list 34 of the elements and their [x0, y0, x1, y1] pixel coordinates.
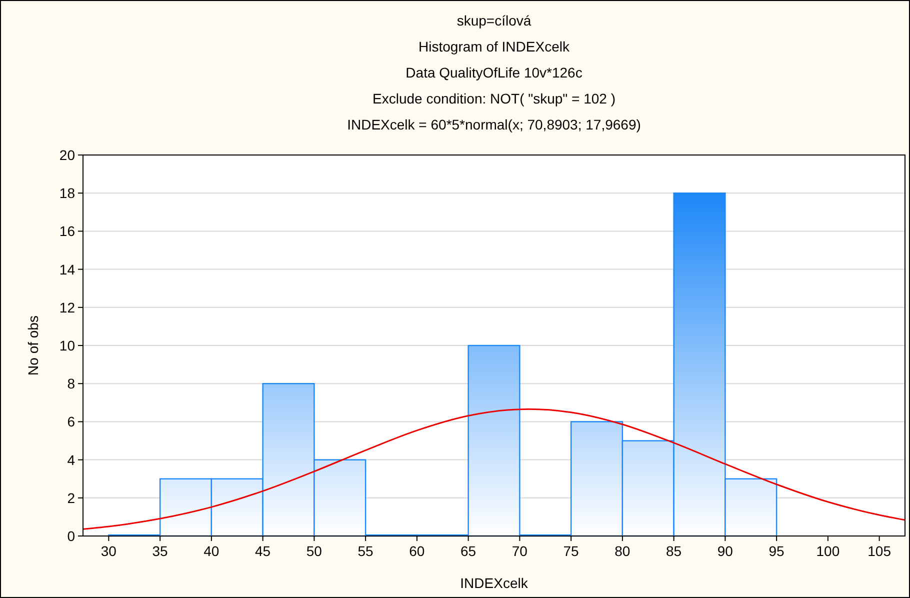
x-tick-label: 30 [100, 543, 117, 559]
y-tick-label: 20 [59, 147, 76, 163]
x-axis-title: INDEXcelk [460, 575, 529, 591]
text: Exclude condition: NOT( "skup" = 102 ) [372, 90, 616, 106]
x-tick-label: 105 [868, 543, 892, 559]
y-tick-label: 10 [59, 338, 76, 354]
x-tick-label: 100 [816, 543, 840, 559]
x-tick-label: 90 [717, 543, 734, 559]
x-tick-label: 35 [152, 543, 168, 559]
x-tick-label: 55 [358, 543, 374, 559]
y-tick-label: 2 [67, 490, 76, 506]
x-tick-label: 75 [563, 543, 580, 559]
text: Data QualityOfLife 10v*126c [406, 64, 582, 80]
x-tick-label: 85 [666, 543, 682, 559]
chart-subtitle: Histogram of INDEXcelk [418, 38, 570, 54]
chart-title: skup=cílová [456, 12, 532, 28]
y-tick-label: 18 [59, 185, 76, 202]
y-tick-label: 16 [59, 223, 76, 240]
x-tick-label: 95 [768, 543, 785, 559]
y-tick-label: 0 [67, 528, 76, 544]
x-tick-label: 40 [204, 543, 220, 559]
y-axis-title: No of obs [25, 316, 41, 376]
y-tick-label: 8 [67, 376, 76, 392]
y-tick-label: 12 [59, 299, 76, 316]
x-tick-label: 60 [409, 543, 425, 559]
x-tick-label: 45 [255, 543, 271, 559]
x-tick-label: 65 [460, 543, 476, 559]
y-tick-label: 14 [59, 261, 76, 278]
text: INDEXcelk = 60*5*normal(x; 70,8903; 17,9669) [347, 116, 641, 132]
x-tick-label: 80 [614, 543, 630, 559]
x-tick-label: 70 [512, 543, 528, 559]
y-tick-label: 6 [67, 414, 76, 430]
y-tick-label: 4 [67, 452, 76, 468]
x-tick-label: 50 [306, 543, 322, 559]
